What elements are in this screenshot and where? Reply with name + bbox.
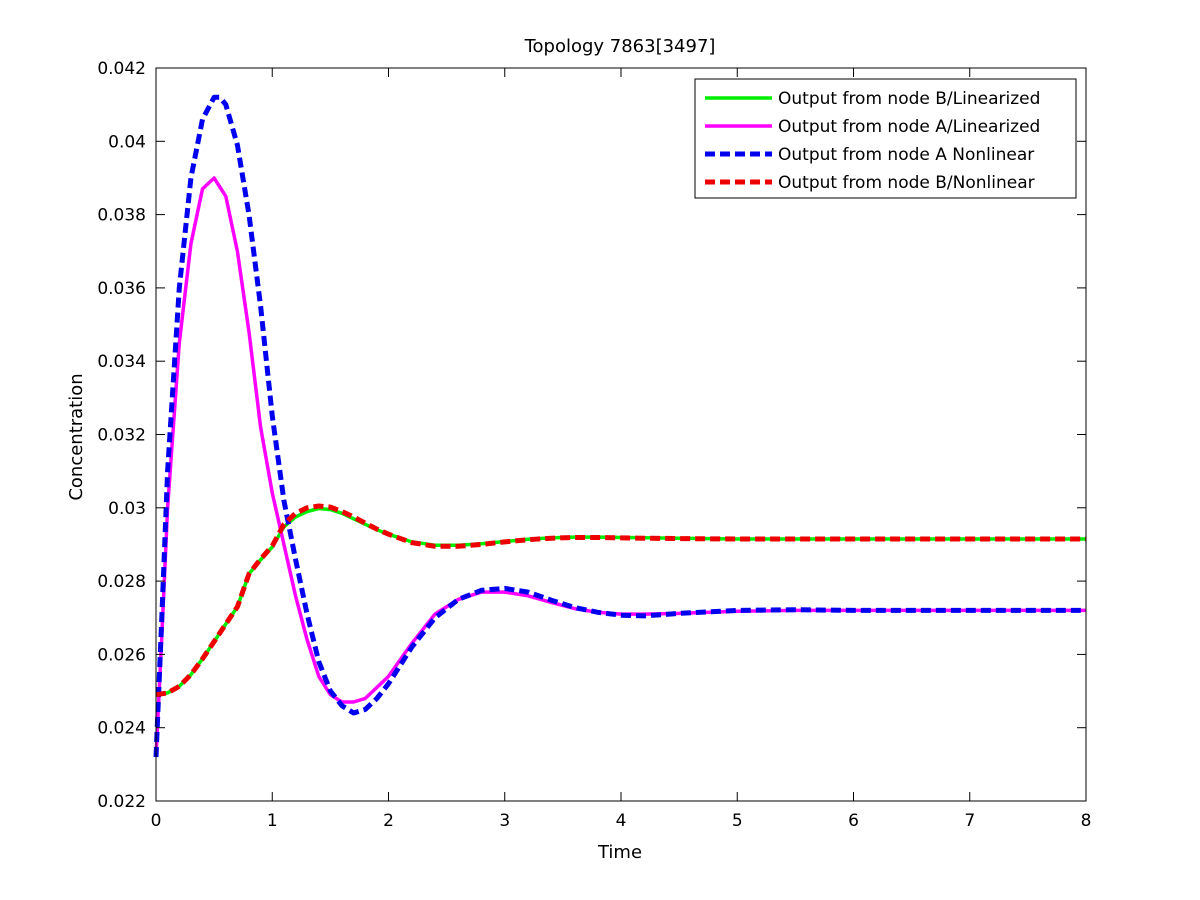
y-tick-label: 0.032 (97, 426, 146, 446)
x-tick-label: 8 (1081, 811, 1092, 831)
legend-label: Output from node B/Nonlinear (778, 173, 1035, 193)
x-tick-label: 2 (383, 811, 394, 831)
legend-label: Output from node A/Linearized (778, 117, 1040, 137)
y-tick-label: 0.04 (108, 132, 146, 152)
y-tick-label: 0.038 (97, 206, 146, 226)
y-axis-title: Concentration (66, 373, 87, 500)
x-tick-label: 4 (616, 811, 627, 831)
x-tick-label: 3 (499, 811, 510, 831)
series-layer (153, 94, 1086, 758)
legend-label: Output from node A Nonlinear (778, 145, 1034, 165)
y-tick-label: 0.036 (97, 279, 146, 299)
y-tick-label: 0.034 (97, 352, 146, 372)
x-tick-label: 1 (267, 811, 278, 831)
y-tick-label: 0.022 (97, 792, 146, 812)
chart-title: Topology 7863[3497] (524, 36, 716, 57)
legend-label: Output from node B/Linearized (778, 89, 1040, 109)
series-line-4 (155, 503, 1086, 698)
legend: Output from node B/Linearized Output from… (694, 78, 1077, 199)
y-tick-label: 0.042 (97, 59, 146, 79)
y-tick-label: 0.026 (97, 645, 146, 665)
x-tick-label: 5 (732, 811, 743, 831)
x-tick-label: 7 (964, 811, 975, 831)
y-tick-label: 0.03 (108, 499, 146, 519)
series-line-3 (153, 94, 1086, 758)
x-tick-label: 6 (848, 811, 859, 831)
x-tick-label: 0 (151, 811, 162, 831)
x-axis-title: Time (597, 842, 642, 863)
y-tick-label: 0.024 (97, 719, 146, 739)
ticks-layer: 0 1 2 3 4 5 6 7 8 0.022 0.024 0.026 0.028 0.03 0.032 0.… (97, 59, 1091, 831)
y-tick-label: 0.028 (97, 572, 146, 592)
